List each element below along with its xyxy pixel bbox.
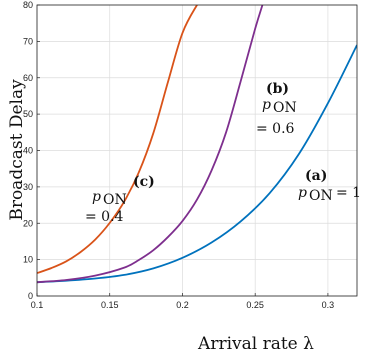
y-tick-label: 60	[23, 73, 33, 83]
x-tick-label: 0.1	[31, 300, 44, 310]
y-tick-label: 0	[28, 291, 33, 301]
annotation-c-sub: ON	[103, 192, 127, 208]
annotation-a-eq: = 1	[336, 185, 361, 201]
x-axis-title: Arrival rate λ	[197, 334, 314, 354]
series-layer	[37, 5, 357, 284]
y-tick-label: 50	[23, 109, 33, 119]
annotation-a-sub: ON	[309, 188, 333, 204]
y-tick-label: 20	[23, 218, 33, 228]
annotation-a-p: p	[298, 185, 307, 201]
annotation-a-label: (a)	[305, 168, 327, 184]
annotation-b-eq: = 0.6	[256, 121, 295, 137]
series-line-a	[37, 44, 357, 284]
y-axis-title: Broadcast Delay	[7, 79, 27, 221]
annotation-c-label: (c)	[133, 174, 155, 190]
annotation-c-p: p	[92, 189, 101, 205]
y-tick-label: 10	[23, 255, 33, 265]
y-tick-label: 70	[23, 36, 33, 46]
y-tick-label: 80	[23, 0, 33, 10]
annotation-c-eq: = 0.4	[85, 209, 124, 225]
x-tick-label: 0.15	[101, 300, 119, 310]
annotation-b-sub: ON	[273, 100, 297, 116]
annotation-b-label: (b)	[266, 81, 289, 97]
y-ticks: 0 10 20 30 40 50 60 70 80	[23, 0, 40, 301]
annotation-b-p: p	[262, 97, 271, 113]
x-tick-label: 0.2	[176, 300, 189, 310]
y-tick-label: 30	[23, 182, 33, 192]
y-tick-label: 40	[23, 146, 33, 156]
series-line-c	[37, 5, 199, 274]
x-tick-label: 0.3	[322, 300, 335, 310]
series-line-b	[37, 5, 264, 284]
x-ticks: 0.1 0.15 0.2 0.25 0.3	[31, 293, 334, 310]
x-tick-label: 0.25	[246, 300, 264, 310]
